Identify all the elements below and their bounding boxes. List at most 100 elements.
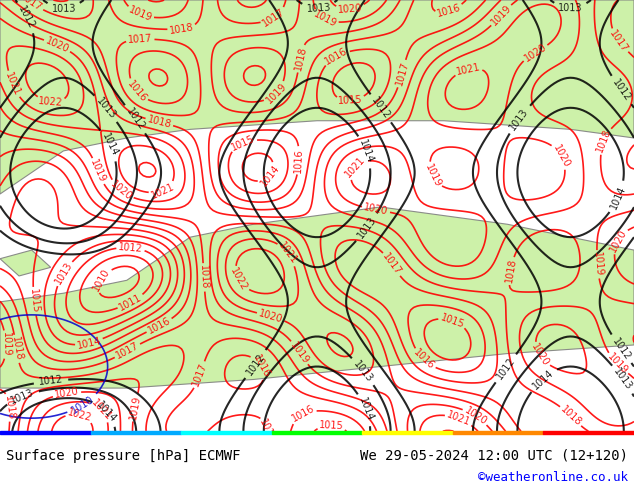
Text: 1014: 1014 <box>100 132 120 158</box>
Text: 1020: 1020 <box>54 387 80 400</box>
Text: 1020: 1020 <box>363 202 389 217</box>
Text: 1019: 1019 <box>489 3 514 27</box>
Text: 1013: 1013 <box>352 359 375 384</box>
Text: 1021: 1021 <box>89 397 114 422</box>
Text: 1012: 1012 <box>16 4 37 30</box>
Text: 1017: 1017 <box>380 251 403 277</box>
Text: 1017: 1017 <box>257 417 278 443</box>
Text: Surface pressure [hPa] ECMWF: Surface pressure [hPa] ECMWF <box>6 449 241 463</box>
Text: 1015: 1015 <box>338 95 363 106</box>
Text: 1019: 1019 <box>128 394 142 420</box>
Bar <box>453 431 543 434</box>
Text: 1013: 1013 <box>558 3 583 14</box>
Text: 1012: 1012 <box>370 96 392 121</box>
Bar <box>272 431 362 434</box>
Text: 1016: 1016 <box>251 353 271 379</box>
Text: 1019: 1019 <box>288 340 311 366</box>
Text: 1021: 1021 <box>3 71 22 98</box>
Bar <box>362 431 453 434</box>
Text: 1012: 1012 <box>118 242 143 254</box>
Text: 1012: 1012 <box>495 355 517 381</box>
Text: ©weatheronline.co.uk: ©weatheronline.co.uk <box>477 471 628 484</box>
Text: 1016: 1016 <box>436 3 462 19</box>
Text: We 29-05-2024 12:00 UTC (12+120): We 29-05-2024 12:00 UTC (12+120) <box>359 449 628 463</box>
Text: 1019: 1019 <box>127 5 153 24</box>
Text: 1017: 1017 <box>607 28 630 54</box>
Text: 1020: 1020 <box>522 42 548 64</box>
Text: 1013: 1013 <box>53 260 74 286</box>
Text: 1013: 1013 <box>508 106 531 132</box>
Text: 1016: 1016 <box>290 404 316 424</box>
Text: 1019: 1019 <box>423 162 443 189</box>
Text: 1014: 1014 <box>76 336 102 351</box>
Text: 1014: 1014 <box>259 163 282 188</box>
Text: 1020: 1020 <box>529 342 550 368</box>
Text: 1014: 1014 <box>357 396 375 423</box>
Text: 1019: 1019 <box>264 81 288 105</box>
Text: 1014: 1014 <box>358 139 375 165</box>
Text: 1021: 1021 <box>150 181 176 200</box>
PathPatch shape <box>0 207 634 388</box>
Text: 1017: 1017 <box>394 60 410 87</box>
Text: 1018: 1018 <box>10 336 23 362</box>
Text: 1019: 1019 <box>605 352 630 376</box>
Text: 1012: 1012 <box>610 336 632 362</box>
Text: 1013: 1013 <box>306 3 331 14</box>
Text: 1019: 1019 <box>311 9 338 29</box>
Text: 1020: 1020 <box>108 179 134 202</box>
Bar <box>91 431 181 434</box>
Text: 1010: 1010 <box>91 267 112 293</box>
Text: 1020: 1020 <box>607 227 628 254</box>
Text: 1015: 1015 <box>230 133 256 153</box>
Text: 1020: 1020 <box>257 308 284 325</box>
Text: 1021: 1021 <box>446 410 472 428</box>
Text: 1015: 1015 <box>319 420 344 431</box>
Text: 1018: 1018 <box>198 265 210 290</box>
Text: 1014: 1014 <box>609 184 628 210</box>
Text: 1016: 1016 <box>125 78 148 103</box>
PathPatch shape <box>0 0 634 194</box>
Text: 1020: 1020 <box>551 143 572 169</box>
Text: 1014: 1014 <box>94 399 119 424</box>
Text: 1012: 1012 <box>38 375 64 388</box>
Text: 1010: 1010 <box>70 394 96 416</box>
Text: 1012: 1012 <box>244 351 267 377</box>
Text: 1013: 1013 <box>356 215 378 240</box>
PathPatch shape <box>0 250 51 276</box>
Text: 1016: 1016 <box>294 148 304 173</box>
Text: 1014: 1014 <box>531 368 555 391</box>
Text: 1018: 1018 <box>146 114 172 130</box>
Bar <box>543 431 634 434</box>
Text: 1017: 1017 <box>18 0 44 13</box>
Text: 1020: 1020 <box>462 405 489 427</box>
Text: 1013: 1013 <box>94 96 118 121</box>
Text: 1016: 1016 <box>146 316 172 336</box>
Text: 1017: 1017 <box>261 6 287 28</box>
Text: 1017: 1017 <box>114 341 141 361</box>
Text: 1017: 1017 <box>127 33 153 45</box>
Text: 1021: 1021 <box>276 241 299 267</box>
Text: 1020: 1020 <box>337 3 363 15</box>
Text: 1021: 1021 <box>344 154 368 179</box>
Text: 1015: 1015 <box>28 289 41 314</box>
Text: 1019: 1019 <box>592 252 604 277</box>
Text: 1012: 1012 <box>610 77 632 103</box>
Text: 1013: 1013 <box>612 367 634 392</box>
Text: 1018: 1018 <box>293 46 308 72</box>
Text: 1016: 1016 <box>411 347 436 372</box>
Text: 1012: 1012 <box>124 106 146 132</box>
Bar <box>181 431 272 434</box>
Text: 1013: 1013 <box>9 387 36 406</box>
Text: 1019: 1019 <box>1 332 11 357</box>
Text: 1022: 1022 <box>67 407 93 423</box>
Text: 1022: 1022 <box>38 96 63 108</box>
Text: 1018: 1018 <box>595 127 613 154</box>
Text: 1018: 1018 <box>503 258 517 284</box>
Text: 1018: 1018 <box>559 404 583 428</box>
Text: 1022: 1022 <box>229 267 249 293</box>
Text: 1019: 1019 <box>89 158 108 184</box>
Text: 1020: 1020 <box>44 36 70 55</box>
Text: 1016: 1016 <box>323 46 349 67</box>
Text: 1021: 1021 <box>455 62 481 77</box>
Text: 1018: 1018 <box>3 394 16 420</box>
